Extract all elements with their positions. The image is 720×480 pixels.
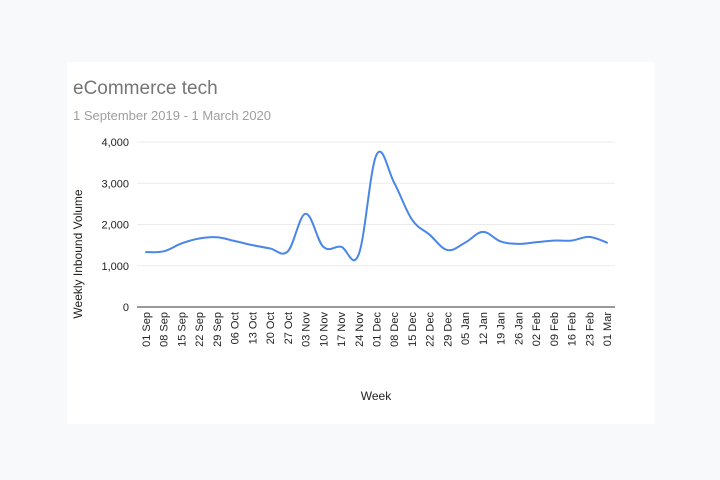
x-tick-label: 03 Nov [301, 312, 313, 347]
x-tick-label: 16 Feb [567, 312, 579, 346]
x-tick-label: 15 Sep [176, 312, 188, 347]
x-tick-label: 26 Jan [513, 312, 525, 345]
x-tick-label: 24 Nov [354, 312, 366, 347]
x-tick-label: 20 Oct [265, 312, 277, 344]
x-tick-label: 27 Oct [283, 312, 295, 344]
x-tick-label: 01 Sep [141, 312, 153, 347]
x-tick-label: 29 Sep [212, 312, 224, 347]
y-tick-label: 0 [123, 302, 129, 314]
y-tick-label: 1,000 [101, 261, 129, 273]
x-tick-label: 09 Feb [549, 312, 561, 346]
x-tick-label: 06 Oct [230, 312, 242, 344]
x-tick-label: 13 Oct [247, 312, 259, 344]
x-tick-label: 05 Jan [460, 312, 472, 345]
x-tick-label: 08 Dec [389, 312, 401, 347]
x-tick-label: 08 Sep [159, 312, 171, 347]
x-tick-label: 02 Feb [531, 312, 543, 346]
x-tick-label: 17 Nov [336, 312, 348, 347]
y-tick-label: 3,000 [101, 178, 129, 190]
x-tick-label: 01 Mar [602, 312, 614, 347]
chart-title: eCommerce tech [73, 78, 218, 99]
chart-subtitle: 1 September 2019 - 1 March 2020 [73, 108, 272, 123]
x-tick-label: 22 Dec [425, 312, 437, 347]
x-tick-label: 22 Sep [194, 312, 206, 347]
y-tick-label: 4,000 [101, 137, 129, 149]
x-tick-label: 29 Dec [442, 312, 454, 347]
x-tick-label: 01 Dec [372, 312, 384, 347]
x-tick-label: 15 Dec [407, 312, 419, 347]
y-tick-label: 2,000 [101, 220, 129, 232]
x-tick-label: 19 Jan [496, 312, 508, 345]
y-axis-title: Weekly Inbound Volume [71, 189, 85, 319]
x-tick-label: 10 Nov [318, 312, 330, 347]
x-axis-title: Week [361, 389, 392, 403]
x-tick-label: 23 Feb [584, 312, 596, 346]
series-line [145, 150, 608, 262]
x-tick-label: 12 Jan [478, 312, 490, 345]
